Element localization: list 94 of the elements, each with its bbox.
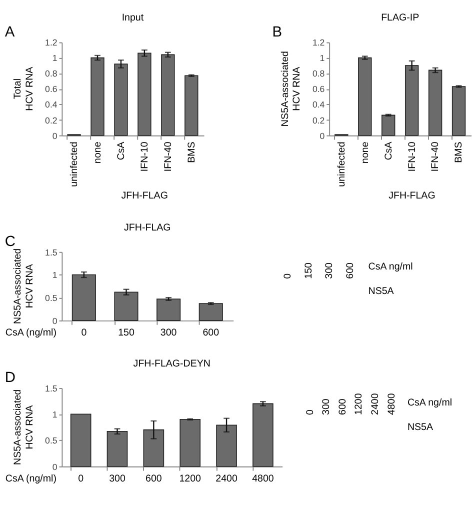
- x-axis-title: CsA (ng/ml): [5, 474, 56, 485]
- bar: [70, 414, 92, 467]
- x-tick-label: 600: [202, 328, 220, 339]
- y-axis-title: Total HCV RNA: [12, 66, 36, 111]
- category-label: 2400: [370, 392, 382, 415]
- bar: [72, 274, 96, 321]
- bar: [106, 430, 128, 467]
- y-axis-title: NS5A-associated HCV RNA: [12, 389, 36, 465]
- x-tick-label: 0: [81, 328, 88, 339]
- bar: [161, 54, 175, 136]
- category-label: 0: [282, 272, 294, 279]
- x-tick-label: IFN-40: [430, 141, 442, 172]
- chart-title: JFH-FLAG: [124, 222, 171, 234]
- text: B: [272, 24, 282, 40]
- x-tick-label: BMS: [186, 141, 198, 163]
- y-tick-label: 1.2: [45, 38, 58, 48]
- y-tick-label: 1: [52, 53, 58, 64]
- x-tick-label: uninfected: [68, 142, 80, 187]
- x-tick-label: none: [92, 142, 104, 164]
- bar: [216, 424, 237, 467]
- text: CsA ng/ml: [368, 262, 413, 273]
- y-tick-label: 0: [52, 130, 58, 141]
- y-tick-label: 0.8: [312, 68, 325, 79]
- x-tick-label: 150: [118, 328, 135, 339]
- category-label: 0: [304, 408, 316, 415]
- bar: [114, 292, 138, 321]
- y-tick-label: 0.2: [312, 115, 325, 126]
- category-label: 300: [324, 262, 336, 279]
- y-tick-label: 1: [52, 410, 58, 420]
- x-axis-title: CsA (ng/ml): [5, 328, 56, 339]
- y-tick-label: 1.5: [45, 383, 58, 394]
- bar: [184, 75, 198, 136]
- bar: [252, 403, 274, 467]
- y-tick-label: 0.6: [45, 84, 58, 94]
- bar: [143, 429, 164, 467]
- y-tick-label: 0: [320, 130, 325, 141]
- x-tick-label: CsA: [116, 141, 127, 160]
- chart-title: FLAG-IP: [381, 12, 420, 24]
- x-tick-label: CsA: [383, 141, 394, 160]
- category-label: 1200: [354, 392, 365, 415]
- y-axis-title: NS5A-associated HCV RNA: [280, 51, 303, 127]
- x-tick-label: 300: [109, 474, 126, 485]
- bar: [138, 52, 152, 136]
- y-tick-label: 1.5: [45, 247, 58, 258]
- x-tick-label: 0: [78, 474, 84, 485]
- text: CsA ng/ml: [407, 398, 452, 409]
- x-tick-label: IFN-40: [162, 141, 174, 172]
- category-label: 600: [344, 262, 356, 279]
- text: NS5A: [368, 286, 394, 297]
- bar: [114, 64, 128, 136]
- category-label: 600: [337, 398, 348, 415]
- y-axis-title: NS5A-associated HCV RNA: [12, 248, 36, 324]
- bar: [90, 57, 104, 136]
- bar: [156, 298, 181, 321]
- bar: [452, 86, 466, 136]
- y-tick-label: 0.8: [45, 68, 58, 79]
- chart-title: Input: [122, 12, 144, 24]
- y-tick-label: 0: [52, 316, 58, 326]
- x-tick-label: BMS: [454, 141, 465, 163]
- y-tick-label: 1: [52, 270, 58, 280]
- category-label: 4800: [386, 392, 398, 415]
- category-label: 150: [303, 262, 314, 279]
- y-tick-label: 0: [52, 462, 58, 472]
- bar: [382, 114, 396, 136]
- bar: [358, 57, 372, 136]
- x-tick-label: none: [360, 142, 371, 164]
- bar: [198, 303, 223, 321]
- chart-title: JFH-FLAG-DEYN: [133, 358, 210, 370]
- y-tick-label: 0.5: [45, 293, 58, 304]
- bar: [180, 418, 201, 467]
- x-tick-label: 2400: [216, 474, 238, 485]
- x-axis-title: JFH-FLAG: [388, 190, 436, 202]
- text: D: [4, 370, 16, 386]
- text: A: [4, 24, 15, 40]
- x-tick-label: 1200: [179, 474, 202, 485]
- x-tick-label: 4800: [252, 474, 274, 485]
- category-label: 300: [321, 398, 332, 415]
- x-tick-label: 600: [146, 474, 162, 485]
- x-tick-label: IFN-10: [406, 141, 418, 172]
- y-tick-label: 1: [320, 53, 325, 64]
- text: C: [4, 234, 16, 250]
- y-tick-label: 1.2: [312, 38, 325, 48]
- y-tick-label: 0.2: [45, 115, 58, 126]
- y-tick-label: 0.4: [312, 100, 325, 110]
- y-tick-label: 0.4: [45, 100, 58, 110]
- x-tick-label: 300: [160, 328, 178, 339]
- text: NS5A: [407, 422, 434, 434]
- y-tick-label: 0.6: [312, 84, 325, 94]
- x-tick-label: IFN-10: [139, 141, 150, 172]
- x-tick-label: uninfected: [336, 142, 348, 187]
- bar: [428, 70, 442, 136]
- y-tick-label: 0.5: [45, 436, 58, 446]
- x-axis-title: JFH-FLAG: [121, 190, 168, 202]
- bar: [404, 65, 419, 136]
